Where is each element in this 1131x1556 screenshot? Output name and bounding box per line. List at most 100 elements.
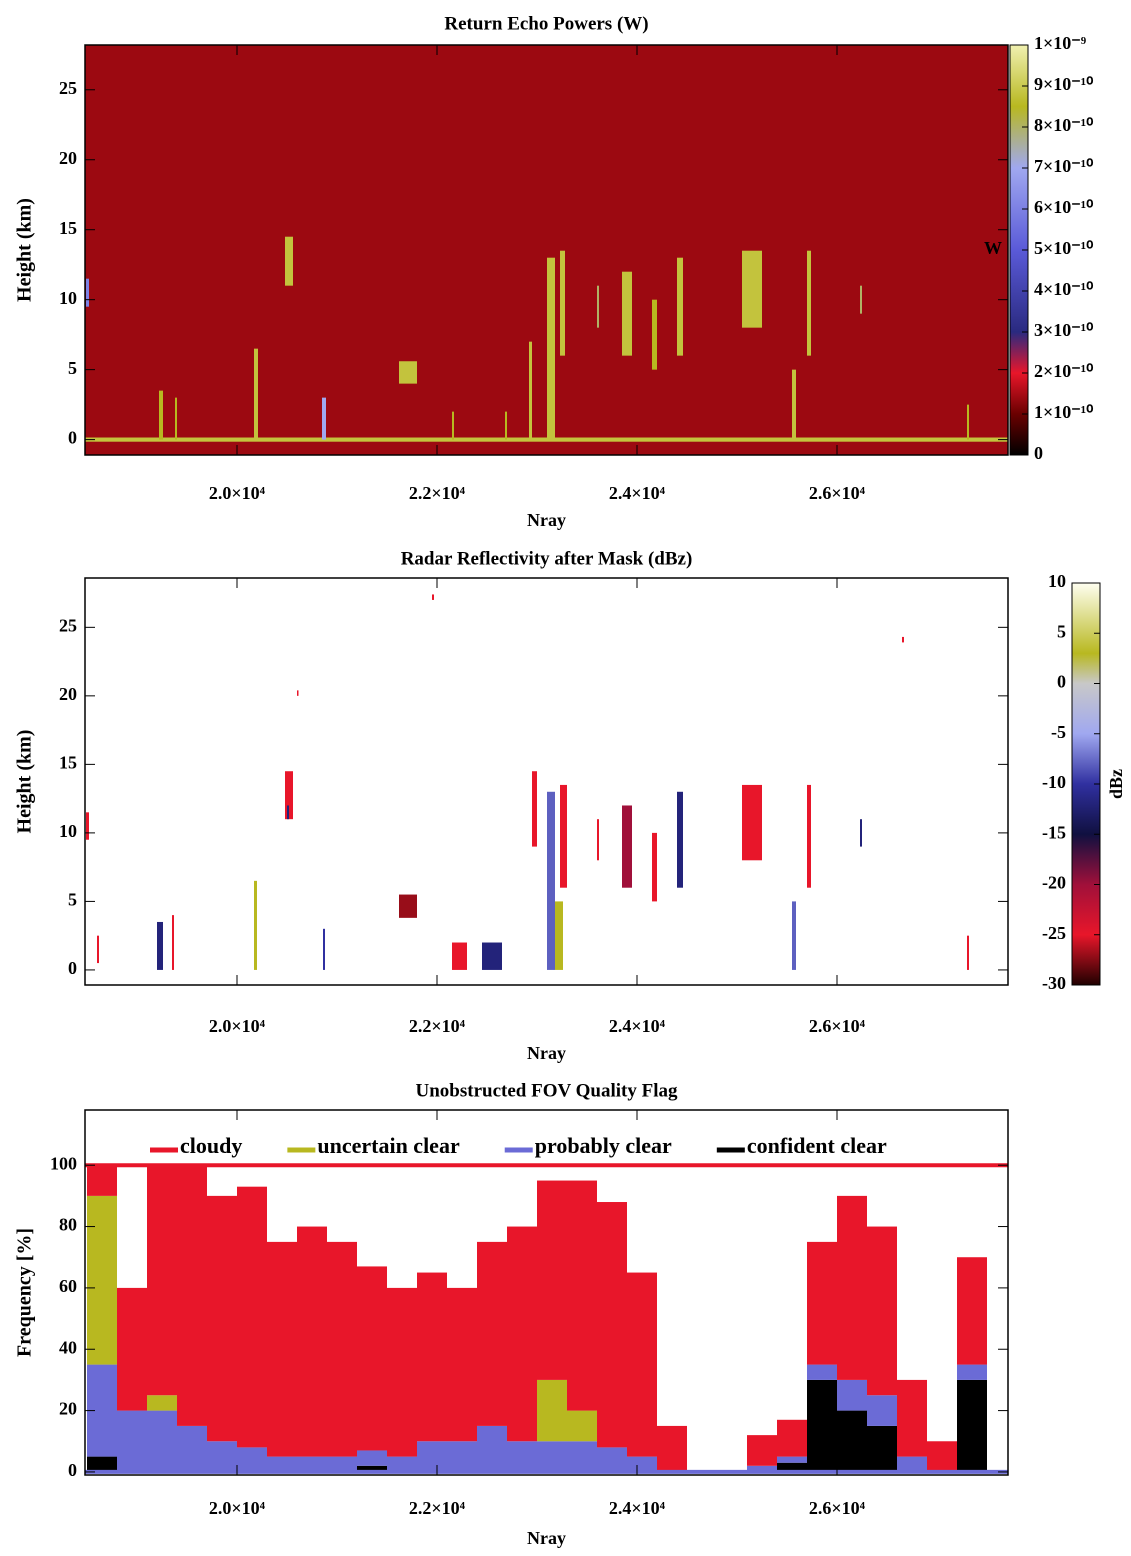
x-tick-label: 2.2×10⁴: [409, 1498, 466, 1518]
bar-segment: [537, 1379, 567, 1442]
chart-title: Unobstructed FOV Quality Flag: [416, 1080, 678, 1101]
bar-segment: [957, 1257, 987, 1365]
bar-segment: [777, 1456, 807, 1463]
echo-cell: [432, 594, 434, 600]
bar-segment: [627, 1456, 657, 1472]
y-tick-label: 15: [59, 752, 77, 772]
colorbar-tick-label: 2×10⁻¹⁰: [1034, 361, 1093, 381]
x-tick-label: 2.0×10⁴: [209, 1498, 266, 1518]
colorbar-tick-label: 3×10⁻¹⁰: [1034, 320, 1093, 340]
echo-cell: [85, 437, 1008, 442]
y-tick-label: 0: [68, 958, 77, 978]
echo-cell: [529, 341, 532, 440]
background-field: [85, 45, 1008, 455]
echo-cell: [742, 250, 762, 328]
echo-cell: [677, 257, 683, 356]
echo-cell: [482, 942, 502, 970]
echo-cell: [323, 928, 325, 970]
echo-cell: [285, 771, 293, 820]
y-tick-label: 20: [59, 148, 77, 168]
colorbar-tick-label: 0: [1057, 672, 1066, 692]
colorbar-label: dBz: [1106, 769, 1126, 799]
echo-cell: [622, 805, 632, 888]
bar-segment: [117, 1410, 147, 1472]
bar-segment: [837, 1379, 867, 1411]
bar-segment: [207, 1195, 237, 1442]
echo-cell: [860, 819, 862, 847]
y-axis-label: Height (km): [14, 198, 36, 302]
x-tick-label: 2.0×10⁴: [209, 483, 266, 503]
legend-label: cloudy: [180, 1133, 242, 1158]
echo-cell: [967, 404, 969, 440]
echo-cell: [172, 915, 174, 970]
echo-cell: [254, 348, 258, 440]
echo-cell: [157, 921, 163, 970]
y-tick-label: 40: [59, 1337, 77, 1357]
echo-cell: [902, 636, 904, 643]
bar-segment: [417, 1272, 447, 1442]
chart-title: Return Echo Powers (W): [444, 13, 648, 34]
bar-segment: [147, 1165, 177, 1396]
bar-segment: [537, 1441, 567, 1472]
bar-segment: [417, 1441, 447, 1472]
bar-segment: [507, 1226, 537, 1442]
bar-segment: [147, 1395, 177, 1411]
bar-segment: [177, 1425, 207, 1472]
x-axis-label: Nray: [527, 1043, 566, 1063]
bar-segment: [777, 1419, 807, 1457]
echo-cell: [86, 278, 89, 307]
bar-segment: [837, 1195, 867, 1380]
echo-cell: [532, 771, 537, 847]
x-tick-label: 2.6×10⁴: [809, 1016, 866, 1036]
colorbar-tick-label: 5: [1057, 621, 1066, 641]
bar-segment: [927, 1441, 957, 1472]
x-tick-label: 2.2×10⁴: [409, 483, 466, 503]
echo-cell: [547, 791, 555, 970]
colorbar-tick-label: 1×10⁻¹⁰: [1034, 402, 1093, 422]
echo-cell: [560, 784, 567, 888]
echo-cell: [86, 812, 89, 840]
bar-segment: [897, 1379, 927, 1457]
bar-segment: [297, 1456, 327, 1472]
y-tick-label: 10: [59, 288, 77, 308]
echo-cell: [597, 285, 599, 328]
bar-segment: [207, 1441, 237, 1472]
bar-segment: [747, 1435, 777, 1466]
y-tick-label: 80: [59, 1215, 77, 1235]
x-tick-label: 2.4×10⁴: [609, 483, 666, 503]
colorbar-tick-label: 7×10⁻¹⁰: [1034, 156, 1093, 176]
bar-segment: [867, 1425, 897, 1472]
colorbar-tick-label: 6×10⁻¹⁰: [1034, 197, 1093, 217]
x-tick-label: 2.0×10⁴: [209, 1016, 266, 1036]
colorbar-tick-label: 0: [1034, 443, 1043, 463]
bar-segment: [357, 1450, 387, 1466]
echo-cell: [287, 805, 289, 820]
bar-segment: [267, 1456, 297, 1472]
x-axis-label: Nray: [527, 510, 566, 530]
bar-segment: [507, 1441, 537, 1472]
bar-segment: [177, 1165, 207, 1426]
echo-cell: [967, 935, 969, 970]
bar-segment: [867, 1395, 897, 1426]
bar-segment: [777, 1462, 807, 1472]
y-tick-label: 20: [59, 1399, 77, 1419]
echo-cell: [399, 894, 417, 918]
bar-segment: [627, 1272, 657, 1457]
echo-cell: [505, 411, 507, 440]
legend-label: probably clear: [535, 1133, 672, 1158]
bar-segment: [807, 1241, 837, 1365]
bar-segment: [567, 1441, 597, 1472]
x-axis-label: Nray: [527, 1528, 566, 1548]
echo-cell: [652, 832, 657, 902]
bar-segment: [237, 1447, 267, 1472]
bar-segment: [87, 1456, 117, 1472]
bar-segment: [807, 1364, 837, 1380]
colorbar-tick-label: 1×10⁻⁹: [1034, 33, 1087, 53]
bar-segment: [477, 1241, 507, 1426]
bar-segment: [327, 1241, 357, 1457]
y-tick-label: 25: [59, 78, 77, 98]
echo-cell: [860, 285, 862, 314]
bar-segment: [537, 1180, 567, 1380]
x-tick-label: 2.6×10⁴: [809, 1498, 866, 1518]
echo-cell: [452, 942, 467, 970]
